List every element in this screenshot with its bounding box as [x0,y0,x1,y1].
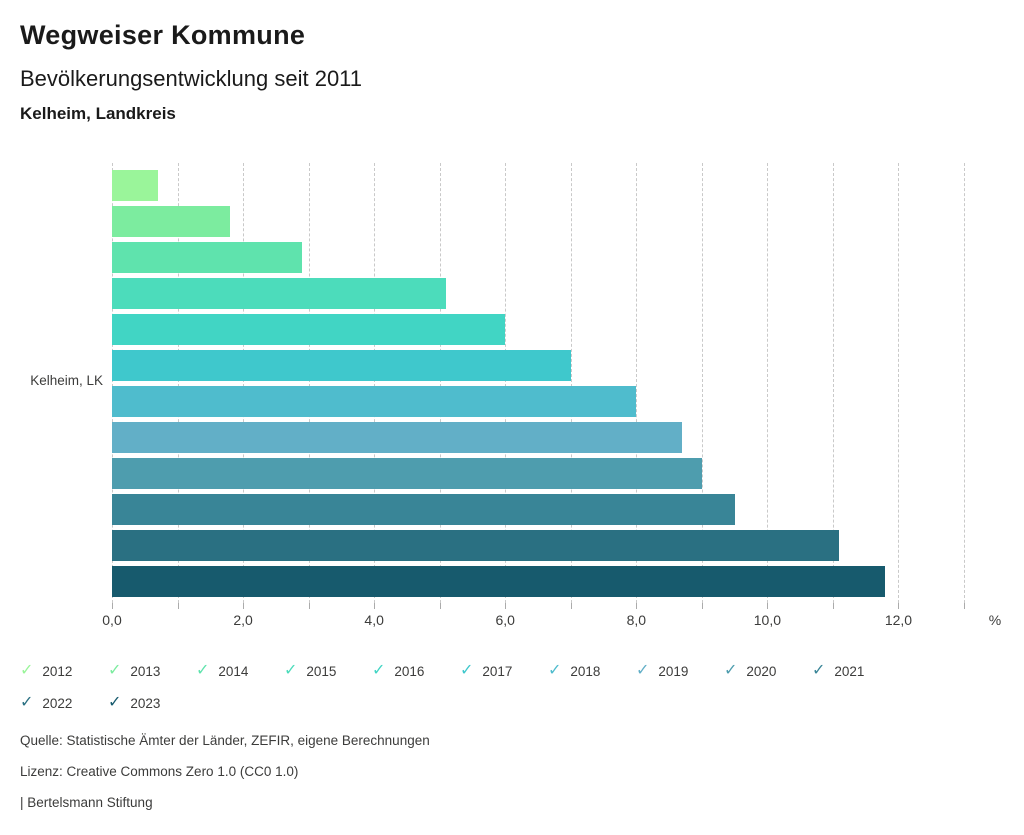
region-name: Kelheim, Landkreis [20,104,176,123]
legend-item-label: 2020 [746,663,777,679]
check-icon: ✓ [636,662,650,679]
chart-title: Bevölkerungsentwicklung seit 2011 [20,66,363,91]
legend-item-label: 2019 [658,663,689,679]
gridline [636,163,638,603]
gridline [243,163,245,603]
check-icon: ✓ [108,662,122,679]
bar-2014[interactable] [112,242,303,273]
app-title: Wegweiser Kommune [20,20,306,50]
gridline [439,163,441,603]
check-icon: ✓ [20,694,34,711]
axis-tick [636,603,638,609]
axis-tick [505,603,507,609]
check-icon: ✓ [460,662,474,679]
legend-item-2022[interactable]: ✓ 2022 [20,687,108,719]
gridline [505,163,507,603]
x-axis: % 0,0 2,0 4,0 6,0 8,0 10,0 12,0 [102,603,1001,633]
check-icon: ✓ [20,662,34,679]
axis-tick [964,603,965,609]
legend-item-2018[interactable]: ✓ 2018 [548,655,636,687]
x-tick-label: 6,0 [495,612,515,628]
legend-item-label: 2012 [42,663,73,679]
axis-tick [898,603,900,609]
check-icon: ✓ [812,662,826,679]
legend-item-2015[interactable]: ✓ 2015 [284,655,372,687]
gridline [767,163,769,603]
bar-2022[interactable] [112,530,840,561]
check-icon: ✓ [372,662,386,679]
x-tick-label: 10,0 [753,612,781,628]
license-note: Lizenz: Creative Commons Zero 1.0 (CC0 1… [20,764,299,779]
legend-item-2016[interactable]: ✓ 2016 [372,655,460,687]
axis-tick [374,603,376,609]
legend-item-label: 2023 [130,695,161,711]
gridline [308,163,310,603]
axis-tick [112,603,113,609]
x-axis-unit-label: % [988,612,1002,628]
legend-item-label: 2022 [42,695,73,711]
axis-tick [570,603,572,609]
legend-item-label: 2018 [570,663,601,679]
x-tick-label: 0,0 [102,612,122,628]
bar-2016[interactable] [112,314,506,345]
x-tick-label: 12,0 [884,612,913,628]
legend-item-2020[interactable]: ✓ 2020 [724,655,812,687]
legend-item-label: 2021 [834,663,865,679]
gridline [177,163,179,603]
y-axis-row-label: Kelheim, LK [30,373,103,388]
gridline [898,163,900,603]
legend-item-label: 2017 [482,663,513,679]
axis-tick [767,603,769,609]
legend-item-label: 2015 [306,663,337,679]
legend-item-2019[interactable]: ✓ 2019 [636,655,724,687]
legend-item-2013[interactable]: ✓ 2013 [108,655,196,687]
x-tick-label: 4,0 [364,612,384,628]
brand-note: | Bertelsmann Stiftung [20,795,153,810]
bar-2020[interactable] [112,458,702,489]
bar-2012[interactable] [112,170,158,201]
legend-item-2017[interactable]: ✓ 2017 [460,655,548,687]
axis-tick [701,603,703,609]
check-icon: ✓ [548,662,562,679]
check-icon: ✓ [284,662,298,679]
gridline [964,163,965,603]
source-note: Quelle: Statistische Ämter der Länder, Z… [20,733,430,748]
axis-tick [832,603,834,609]
bar-2021[interactable] [112,494,735,525]
legend-item-label: 2013 [130,663,161,679]
bar-2018[interactable] [112,386,637,417]
x-tick-label: 8,0 [626,612,647,628]
axis-tick [177,603,179,609]
gridline [374,163,376,603]
check-icon: ✓ [108,694,122,711]
gridline [570,163,572,603]
bar-2015[interactable] [112,278,447,309]
axis-tick [308,603,310,609]
legend-item-2023[interactable]: ✓ 2023 [108,687,196,719]
bar-2019[interactable] [112,422,683,453]
legend-item-2014[interactable]: ✓ 2014 [196,655,284,687]
x-tick-label: 2,0 [233,612,253,628]
plot-area [112,163,965,603]
bar-2023[interactable] [112,566,886,597]
bar-2017[interactable] [112,350,571,381]
check-icon: ✓ [196,662,210,679]
legend-item-label: 2016 [394,663,425,679]
axis-tick [243,603,245,609]
gridline [112,163,113,603]
legend-item-2021[interactable]: ✓ 2021 [812,655,900,687]
gridline [701,163,703,603]
axis-tick [439,603,441,609]
legend-item-label: 2014 [218,663,249,679]
gridline [832,163,834,603]
legend-item-2012[interactable]: ✓ 2012 [20,655,108,687]
legend: ✓ 2012 ✓ 2013 ✓ 2014 ✓ 2015 ✓ 2016 ✓ 2017 ✓ 2018 ✓ 2019… [20,655,920,719]
bar-2013[interactable] [112,206,230,237]
check-icon: ✓ [724,662,738,679]
